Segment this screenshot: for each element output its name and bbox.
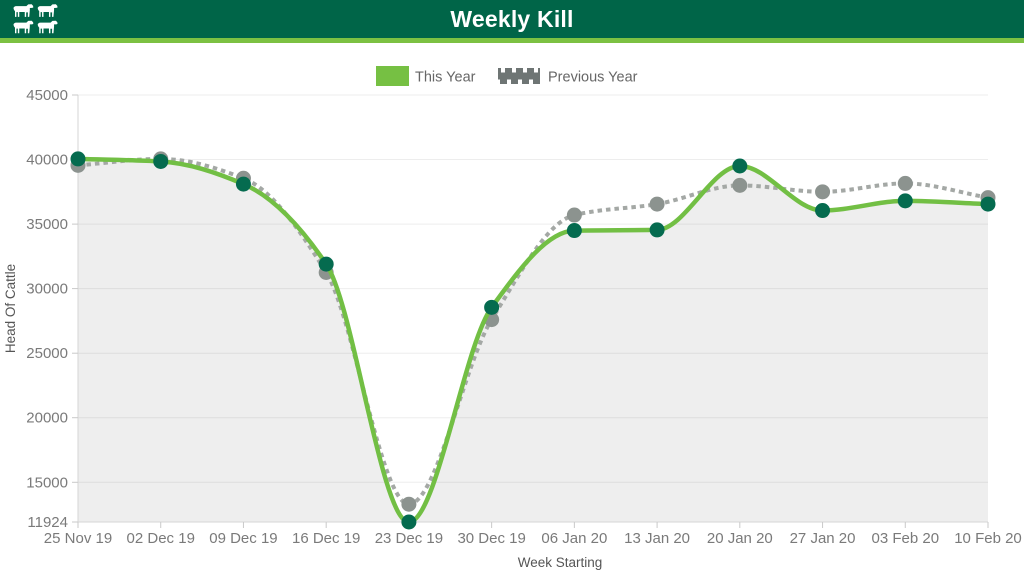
- y-tick-label: 15000: [26, 474, 68, 491]
- x-axis-labels: 25 Nov 19 02 Dec 19 09 Dec 19 16 Dec 19 23 D…: [44, 530, 1022, 547]
- x-tick-label: 10 Feb 20: [954, 530, 1022, 547]
- this-year-swatch: [376, 66, 409, 86]
- app-header: Weekly Kill: [0, 0, 1024, 43]
- x-tick-label: 27 Jan 20: [790, 530, 856, 547]
- this-year-marker[interactable]: [897, 193, 913, 209]
- weekly-kill-chart: 45000 40000 35000 30000 25000 20000 15000 11924…: [3, 66, 1022, 570]
- previous-year-marker[interactable]: [732, 177, 748, 193]
- this-year-markers: [70, 151, 996, 530]
- legend-previous-year-label: Previous Year: [548, 70, 638, 86]
- this-year-marker[interactable]: [318, 256, 334, 272]
- previous-year-marker[interactable]: [815, 184, 831, 200]
- y-gridlines: [78, 94, 988, 523]
- this-year-marker[interactable]: [70, 151, 86, 167]
- this-year-marker[interactable]: [649, 222, 665, 238]
- this-year-marker[interactable]: [401, 514, 417, 530]
- previous-year-marker[interactable]: [897, 175, 913, 191]
- x-tick-label: 25 Nov 19: [44, 530, 112, 547]
- previous-year-marker[interactable]: [401, 496, 417, 512]
- legend-this-year[interactable]: This Year: [376, 66, 476, 86]
- legend-previous-year[interactable]: Previous Year: [498, 68, 638, 86]
- x-tick-label: 02 Dec 19: [127, 530, 195, 547]
- legend: This Year Previous Year: [376, 66, 638, 86]
- this-year-marker[interactable]: [235, 176, 251, 192]
- x-tick-label: 16 Dec 19: [292, 530, 360, 547]
- this-year-marker[interactable]: [815, 203, 831, 219]
- previous-year-marker[interactable]: [566, 207, 582, 223]
- this-year-marker[interactable]: [732, 158, 748, 174]
- y-tick-label: 45000: [26, 87, 68, 104]
- previous-year-swatch-bar: [498, 72, 540, 80]
- this-year-marker[interactable]: [484, 299, 500, 315]
- previous-year-marker[interactable]: [649, 196, 665, 212]
- y-tick-label: 11924: [27, 514, 68, 531]
- y-axis-labels: 45000 40000 35000 30000 25000 20000 15000 11924: [26, 87, 68, 531]
- legend-this-year-label: This Year: [415, 70, 476, 86]
- this-year-marker[interactable]: [153, 153, 169, 169]
- y-tick-label: 25000: [26, 345, 68, 362]
- this-year-area: [78, 158, 988, 522]
- page-title: Weekly Kill: [450, 5, 574, 32]
- y-tick-label: 35000: [26, 216, 68, 233]
- y-tick-label: 20000: [26, 410, 68, 427]
- x-tick-label: 06 Jan 20: [541, 530, 607, 547]
- this-year-marker[interactable]: [980, 196, 996, 212]
- y-tick-label: 40000: [26, 152, 68, 169]
- cattle-icon: [13, 4, 58, 34]
- cow-silhouette: [13, 20, 34, 34]
- x-tick-label: 20 Jan 20: [707, 530, 773, 547]
- x-axis-title: Week Starting: [518, 555, 603, 570]
- x-tick-label: 09 Dec 19: [209, 530, 277, 547]
- x-tick-label: 03 Feb 20: [871, 530, 939, 547]
- x-tick-label: 23 Dec 19: [375, 530, 443, 547]
- cow-silhouette: [37, 4, 58, 17]
- this-year-marker[interactable]: [566, 223, 582, 239]
- cow-silhouette: [37, 20, 58, 34]
- cow-silhouette: [13, 4, 34, 17]
- x-tick-label: 13 Jan 20: [624, 530, 690, 547]
- y-axis-title: Head Of Cattle: [3, 264, 18, 353]
- y-tick-label: 30000: [26, 281, 68, 298]
- x-tick-label: 30 Dec 19: [457, 530, 525, 547]
